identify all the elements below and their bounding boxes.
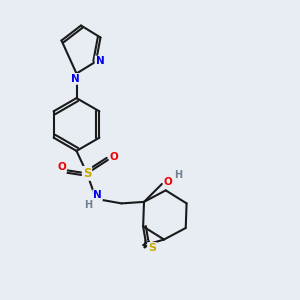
Text: S: S [83,167,91,180]
Text: N: N [95,56,104,67]
Text: O: O [110,152,118,162]
Text: N: N [70,74,80,84]
Text: S: S [148,243,156,253]
Text: H: H [84,200,93,210]
Text: O: O [57,162,66,172]
Text: H: H [174,170,183,180]
Text: O: O [164,177,172,188]
Text: N: N [93,190,102,200]
